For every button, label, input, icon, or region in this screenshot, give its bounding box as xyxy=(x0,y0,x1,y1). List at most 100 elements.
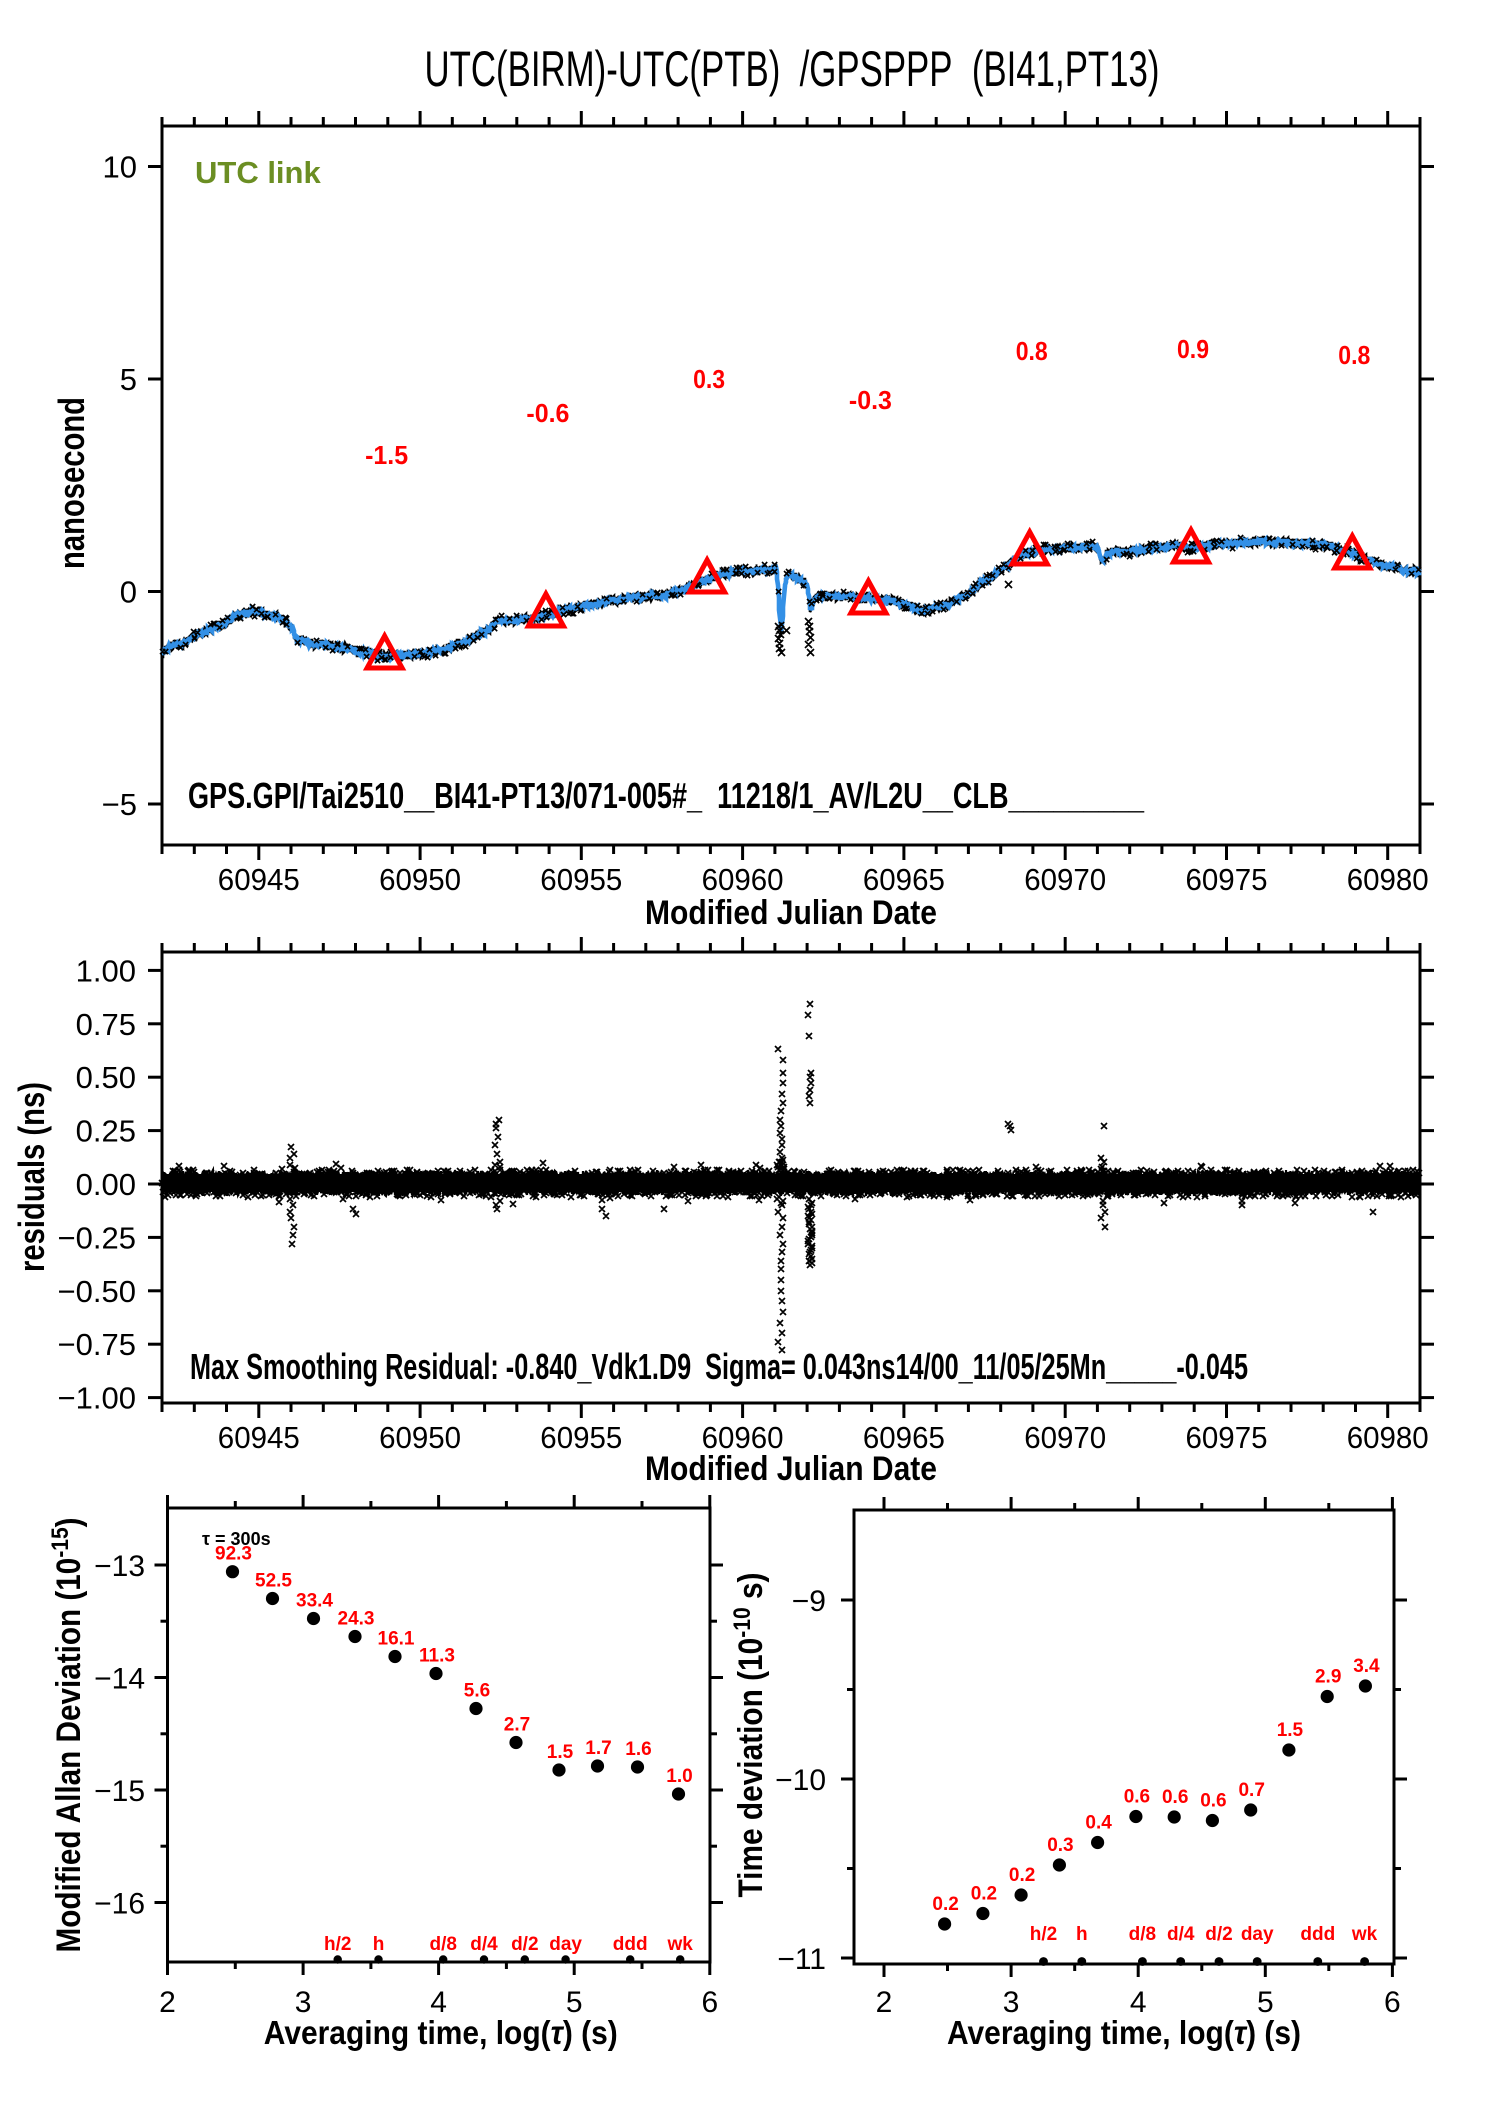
svg-text:nanosecond: nanosecond xyxy=(51,397,92,569)
svg-text:60965: 60965 xyxy=(863,862,945,897)
svg-text:60960: 60960 xyxy=(702,862,784,897)
svg-text:4: 4 xyxy=(430,1986,447,2019)
svg-text:0.6: 0.6 xyxy=(1124,1787,1150,1808)
svg-text:10: 10 xyxy=(103,150,137,185)
svg-text:0.7: 0.7 xyxy=(1238,1780,1264,1801)
svg-text:1.00: 1.00 xyxy=(76,953,136,988)
svg-text:wk: wk xyxy=(1351,1924,1378,1945)
svg-text:60975: 60975 xyxy=(1186,862,1268,897)
svg-text:60975: 60975 xyxy=(1186,1420,1268,1455)
svg-text:6: 6 xyxy=(701,1986,718,2019)
svg-text:60945: 60945 xyxy=(218,862,300,897)
svg-text:-1.5: -1.5 xyxy=(365,440,408,470)
svg-text:h/2: h/2 xyxy=(1030,1924,1057,1945)
svg-text:0.2: 0.2 xyxy=(1009,1865,1035,1886)
svg-text:−11: −11 xyxy=(777,1943,826,1976)
svg-text:2.9: 2.9 xyxy=(1315,1667,1341,1688)
svg-text:0.6: 0.6 xyxy=(1200,1791,1226,1812)
svg-text:−16: −16 xyxy=(94,1888,145,1921)
svg-text:60950: 60950 xyxy=(379,1420,461,1455)
svg-text:3: 3 xyxy=(1003,1986,1020,2019)
svg-text:0.3: 0.3 xyxy=(693,364,725,394)
svg-text:τ = 300s: τ = 300s xyxy=(202,1529,271,1549)
svg-text:−10: −10 xyxy=(775,1764,826,1797)
svg-text:5.6: 5.6 xyxy=(464,1681,490,1702)
svg-text:−13: −13 xyxy=(94,1550,145,1583)
svg-text:-0.3: -0.3 xyxy=(849,385,892,415)
svg-text:UTC(BIRM)-UTC(PTB) /GPSPPP (: UTC(BIRM)-UTC(PTB) /GPSPPP (BI41,PT13) xyxy=(425,41,1160,97)
svg-text:−0.50: −0.50 xyxy=(58,1274,136,1309)
svg-text:d/4: d/4 xyxy=(1167,1924,1195,1945)
svg-text:0.2: 0.2 xyxy=(932,1894,958,1915)
svg-text:Max Smoothing Residual: -0.840: Max Smoothing Residual: -0.840_Vdk1.D9 S… xyxy=(190,1346,1248,1387)
svg-text:1.5: 1.5 xyxy=(547,1742,574,1763)
svg-text:Averaging time, log(τ) (s): Averaging time, log(τ) (s) xyxy=(264,2014,618,2051)
svg-text:d/8: d/8 xyxy=(429,1934,456,1955)
svg-text:UTC link: UTC link xyxy=(195,155,321,190)
svg-text:day: day xyxy=(549,1934,582,1955)
svg-text:0.00: 0.00 xyxy=(76,1167,136,1202)
svg-text:60970: 60970 xyxy=(1024,862,1106,897)
svg-text:33.4: 33.4 xyxy=(296,1591,333,1612)
svg-text:60960: 60960 xyxy=(702,1420,784,1455)
svg-text:1.5: 1.5 xyxy=(1277,1720,1304,1741)
svg-text:GPS.GPI/Tai2510__BI41-PT13/071: GPS.GPI/Tai2510__BI41-PT13/071-005#_ 112… xyxy=(188,775,1145,816)
svg-text:Modified Allan Deviation (10-1: Modified Allan Deviation (10-15) xyxy=(47,1518,88,1953)
svg-text:d/2: d/2 xyxy=(511,1934,538,1955)
svg-text:1.6: 1.6 xyxy=(625,1739,651,1760)
svg-text:−14: −14 xyxy=(94,1663,145,1696)
svg-text:wk: wk xyxy=(667,1934,694,1955)
svg-text:−0.25: −0.25 xyxy=(58,1220,136,1255)
svg-text:60970: 60970 xyxy=(1024,1420,1106,1455)
svg-text:−9: −9 xyxy=(792,1585,826,1618)
svg-text:0.8: 0.8 xyxy=(1338,340,1370,370)
svg-text:h: h xyxy=(373,1934,385,1955)
svg-text:0: 0 xyxy=(120,575,137,610)
svg-text:h/2: h/2 xyxy=(324,1934,351,1955)
svg-text:day: day xyxy=(1241,1924,1274,1945)
svg-text:−0.75: −0.75 xyxy=(58,1327,136,1362)
svg-text:2: 2 xyxy=(159,1986,176,2019)
svg-text:Modified Julian Date: Modified Julian Date xyxy=(645,894,937,932)
svg-text:3: 3 xyxy=(295,1986,312,2019)
svg-text:60955: 60955 xyxy=(540,1420,622,1455)
svg-text:1.7: 1.7 xyxy=(585,1738,611,1759)
svg-text:d/2: d/2 xyxy=(1205,1924,1232,1945)
svg-text:60945: 60945 xyxy=(218,1420,300,1455)
svg-text:5: 5 xyxy=(566,1986,583,2019)
svg-text:16.1: 16.1 xyxy=(378,1629,415,1650)
svg-text:0.6: 0.6 xyxy=(1162,1787,1188,1808)
svg-text:60980: 60980 xyxy=(1347,1420,1429,1455)
svg-text:11.3: 11.3 xyxy=(419,1646,455,1667)
svg-text:2: 2 xyxy=(876,1986,893,2019)
svg-text:6: 6 xyxy=(1384,1986,1401,2019)
svg-text:0.75: 0.75 xyxy=(76,1007,136,1042)
svg-text:92.3: 92.3 xyxy=(215,1544,252,1565)
svg-text:60980: 60980 xyxy=(1347,862,1429,897)
svg-text:0.4: 0.4 xyxy=(1085,1813,1112,1834)
svg-text:60955: 60955 xyxy=(540,862,622,897)
svg-text:d/4: d/4 xyxy=(470,1934,498,1955)
svg-text:60950: 60950 xyxy=(379,862,461,897)
svg-text:3.4: 3.4 xyxy=(1353,1656,1380,1677)
svg-text:4: 4 xyxy=(1130,1986,1147,2019)
svg-text:0.3: 0.3 xyxy=(1047,1835,1073,1856)
svg-text:−1.00: −1.00 xyxy=(58,1381,136,1416)
svg-text:ddd: ddd xyxy=(1300,1924,1335,1945)
svg-text:5: 5 xyxy=(120,362,137,397)
svg-text:0.25: 0.25 xyxy=(76,1114,136,1149)
svg-text:0.9: 0.9 xyxy=(1177,334,1209,364)
svg-text:52.5: 52.5 xyxy=(255,1571,292,1592)
svg-text:0.2: 0.2 xyxy=(971,1884,997,1905)
svg-text:residuals (ns): residuals (ns) xyxy=(11,1082,52,1272)
svg-text:−15: −15 xyxy=(94,1775,145,1808)
svg-text:−5: −5 xyxy=(102,787,137,822)
svg-text:0.8: 0.8 xyxy=(1016,336,1048,366)
svg-text:5: 5 xyxy=(1257,1986,1274,2019)
svg-text:d/8: d/8 xyxy=(1129,1924,1156,1945)
svg-text:0.50: 0.50 xyxy=(76,1060,136,1095)
svg-text:2.7: 2.7 xyxy=(504,1715,530,1736)
svg-text:ddd: ddd xyxy=(613,1934,648,1955)
svg-text:60965: 60965 xyxy=(863,1420,945,1455)
svg-text:h: h xyxy=(1076,1924,1088,1945)
